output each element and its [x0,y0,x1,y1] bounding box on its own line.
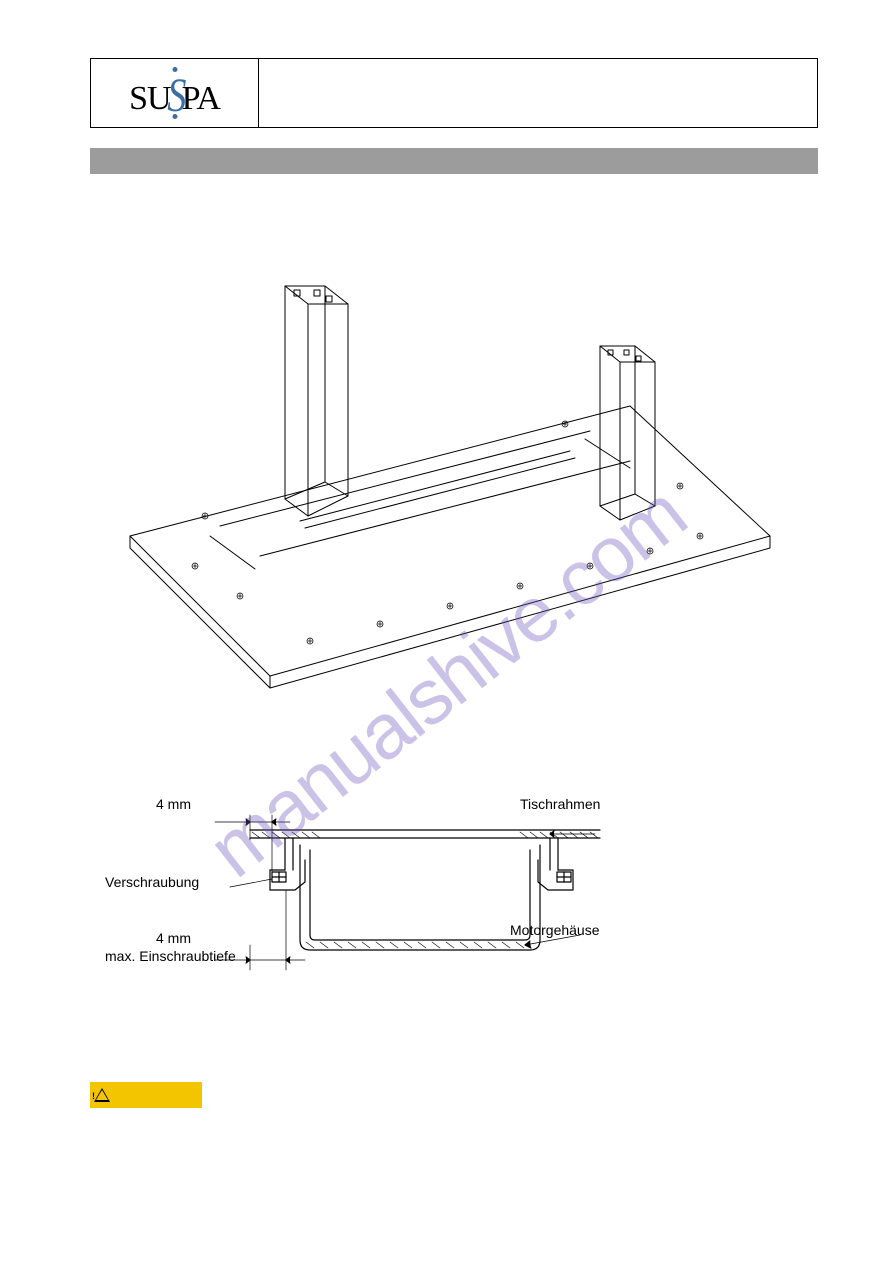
figure-1-isometric [90,236,818,706]
label-verschraubung: Verschraubung [105,874,199,890]
logo-right: PA [182,80,220,117]
label-motorgehaeuse: Motorgehäuse [510,922,600,938]
header-right-text [259,59,817,127]
dim-4mm-bottom: 4 mm [156,930,191,946]
section-bar [90,148,818,174]
logo-left: SU [129,80,170,117]
logo-cell: SUSPA [91,59,259,127]
label-max-einschraubtiefe: max. Einschraubtiefe [105,948,236,964]
warning-triangle-icon: ! [94,1088,110,1102]
caution-badge: ! [90,1082,202,1108]
dim-4mm-top: 4 mm [156,796,191,812]
caution-block: ! [90,1082,814,1108]
logo-dot-bottom [172,114,177,119]
label-tischrahmen: Tischrahmen [520,796,600,812]
header-box: SUSPA [90,58,818,128]
logo: SUSPA [125,66,224,121]
